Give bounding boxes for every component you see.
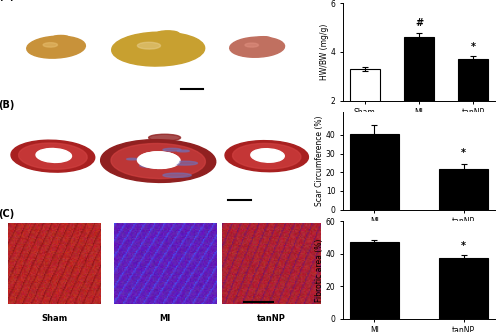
Text: MI: MI (159, 314, 170, 323)
Text: *: * (470, 42, 476, 51)
Ellipse shape (140, 163, 167, 168)
Ellipse shape (163, 173, 191, 177)
Ellipse shape (256, 37, 270, 40)
Bar (458, 59, 488, 149)
Text: (B): (B) (0, 100, 15, 111)
Ellipse shape (100, 140, 216, 182)
Ellipse shape (18, 143, 87, 169)
Y-axis label: HW/BW (mg/g): HW/BW (mg/g) (320, 24, 329, 80)
Bar (439, 169, 488, 210)
Ellipse shape (112, 32, 204, 66)
Text: #: # (415, 18, 423, 28)
Ellipse shape (43, 42, 58, 47)
Ellipse shape (11, 140, 94, 172)
Bar (439, 258, 488, 319)
Y-axis label: Scar Circumference (%): Scar Circumference (%) (315, 116, 324, 206)
Text: tanNP: tanNP (257, 314, 286, 323)
Ellipse shape (111, 143, 206, 179)
Ellipse shape (232, 143, 301, 169)
Ellipse shape (163, 148, 181, 151)
Ellipse shape (148, 134, 180, 141)
Ellipse shape (138, 152, 179, 168)
Ellipse shape (177, 150, 189, 152)
Ellipse shape (26, 36, 86, 58)
Ellipse shape (172, 161, 198, 165)
Text: (A): (A) (0, 0, 15, 1)
Bar (350, 134, 399, 210)
Ellipse shape (36, 148, 72, 162)
Text: Sham: Sham (42, 314, 68, 323)
Ellipse shape (138, 152, 180, 168)
Bar (350, 242, 399, 319)
Ellipse shape (138, 42, 160, 49)
Bar (404, 38, 434, 149)
Ellipse shape (126, 158, 138, 160)
Ellipse shape (230, 37, 284, 57)
Ellipse shape (156, 31, 179, 36)
Text: *: * (461, 148, 466, 158)
Ellipse shape (251, 149, 284, 162)
Y-axis label: Fibrotic area (%): Fibrotic area (%) (315, 238, 324, 302)
Ellipse shape (245, 43, 258, 47)
Text: *: * (461, 241, 466, 251)
Text: (C): (C) (0, 209, 15, 219)
Bar (350, 69, 380, 149)
Ellipse shape (53, 36, 69, 39)
Ellipse shape (225, 141, 308, 172)
